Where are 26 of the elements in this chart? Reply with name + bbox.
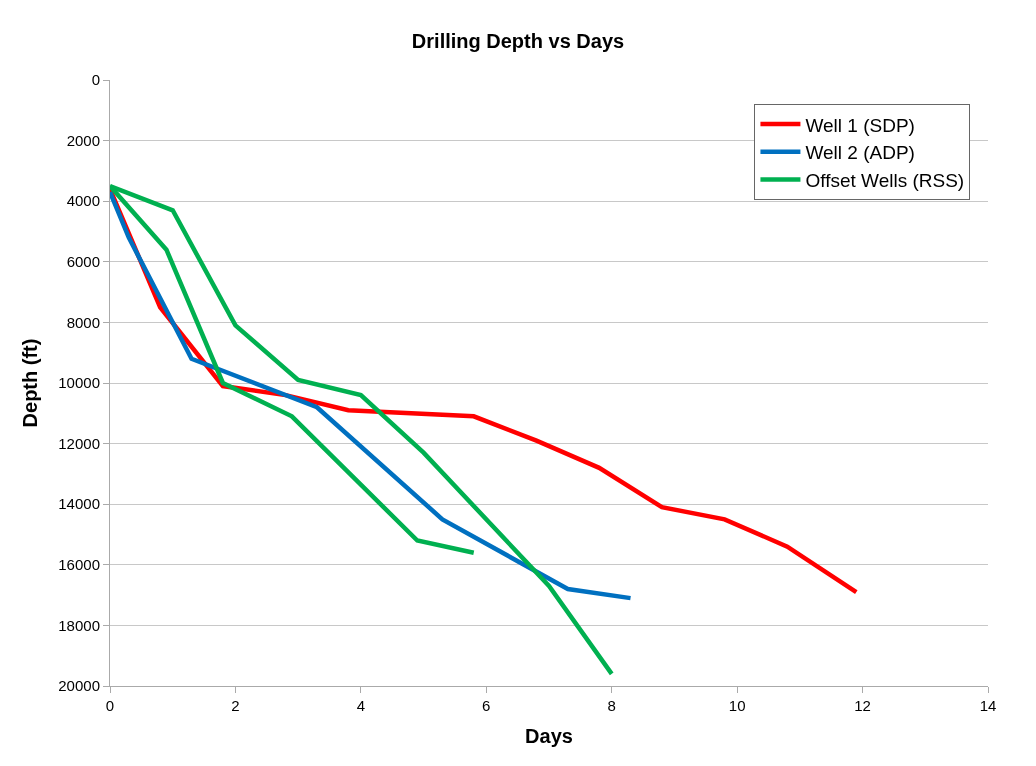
y-tick-label: 0 — [91, 71, 100, 89]
x-tick-label: 6 — [482, 697, 491, 714]
y-tick-label: 8000 — [66, 313, 100, 331]
x-tick-label: 12 — [854, 697, 871, 714]
y-tick-label: 10000 — [58, 374, 100, 392]
legend-label: Offset Wells (RSS) — [805, 169, 965, 191]
line-series — [110, 189, 633, 601]
y-axis-title: Depth (ft) — [18, 338, 41, 428]
x-tick-label: 2 — [231, 697, 240, 714]
y-tick-label: 12000 — [58, 434, 100, 452]
y-tick-label: 20000 — [58, 677, 100, 695]
y-tick-label: 6000 — [66, 253, 100, 271]
x-tick-label: 14 — [979, 697, 997, 714]
legend-label: Well 1 (SDP) — [805, 114, 915, 136]
y-tick-label: 14000 — [58, 495, 100, 513]
y-tick-label: 2000 — [66, 131, 100, 149]
x-tick-label: 10 — [728, 697, 746, 714]
legend-label: Well 2 (ADP) — [805, 142, 915, 164]
x-axis-title: Days — [525, 724, 573, 747]
y-tick-label: 18000 — [58, 616, 100, 634]
x-tick-label: 4 — [356, 697, 366, 714]
x-tick-label: 8 — [607, 697, 616, 714]
y-tick-label: 4000 — [66, 192, 100, 210]
x-tick-label: 0 — [105, 697, 115, 714]
chart-title: Drilling Depth vs Days — [411, 30, 625, 53]
y-tick-label: 16000 — [58, 556, 100, 574]
